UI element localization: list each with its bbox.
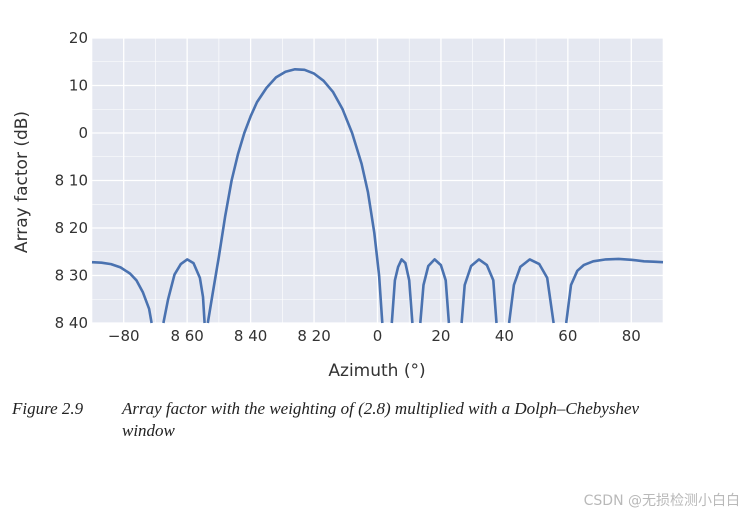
x-tick-label: 60 bbox=[558, 327, 577, 345]
series-segment bbox=[460, 258, 498, 324]
x-axis-label: Azimuth (°) bbox=[328, 361, 425, 381]
y-tick-label: 8 20 bbox=[55, 219, 88, 237]
y-tick-label: 8 30 bbox=[55, 267, 88, 285]
x-axis-ticks: −80 8 60 8 40 8 20 0 20 40 60 80 bbox=[108, 327, 641, 345]
x-tick-label: 8 20 bbox=[297, 327, 330, 345]
x-tick-label: −80 bbox=[108, 327, 140, 345]
array-factor-line bbox=[91, 68, 664, 324]
figure-caption-label: Figure 2.9 bbox=[12, 399, 84, 418]
figure-caption-text: Array factor with the weighting of (2.8)… bbox=[122, 399, 640, 440]
y-axis-label: Array factor (dB) bbox=[12, 111, 32, 253]
y-axis-ticks: 20 10 0 8 10 8 20 8 30 8 40 bbox=[55, 29, 88, 332]
y-tick-label: 8 40 bbox=[55, 314, 88, 332]
series-segment bbox=[507, 258, 555, 324]
x-tick-label: 0 bbox=[373, 327, 383, 345]
x-tick-label: 80 bbox=[622, 327, 641, 345]
series-segment bbox=[206, 68, 384, 324]
watermark: CSDN @无损检测小白白 bbox=[583, 493, 740, 509]
series-segment bbox=[390, 258, 414, 324]
y-tick-label: 0 bbox=[78, 124, 88, 142]
grid-lines bbox=[91, 37, 664, 324]
y-tick-label: 20 bbox=[69, 29, 88, 47]
series-segment bbox=[419, 258, 451, 324]
x-tick-label: 8 60 bbox=[170, 327, 203, 345]
x-tick-label: 20 bbox=[431, 327, 450, 345]
y-tick-label: 8 10 bbox=[55, 172, 88, 190]
series-segment bbox=[91, 260, 153, 324]
x-tick-label: 8 40 bbox=[234, 327, 267, 345]
x-tick-label: 40 bbox=[495, 327, 514, 345]
y-tick-label: 10 bbox=[69, 77, 88, 95]
series-segment bbox=[162, 258, 206, 324]
series-segment bbox=[564, 257, 664, 324]
